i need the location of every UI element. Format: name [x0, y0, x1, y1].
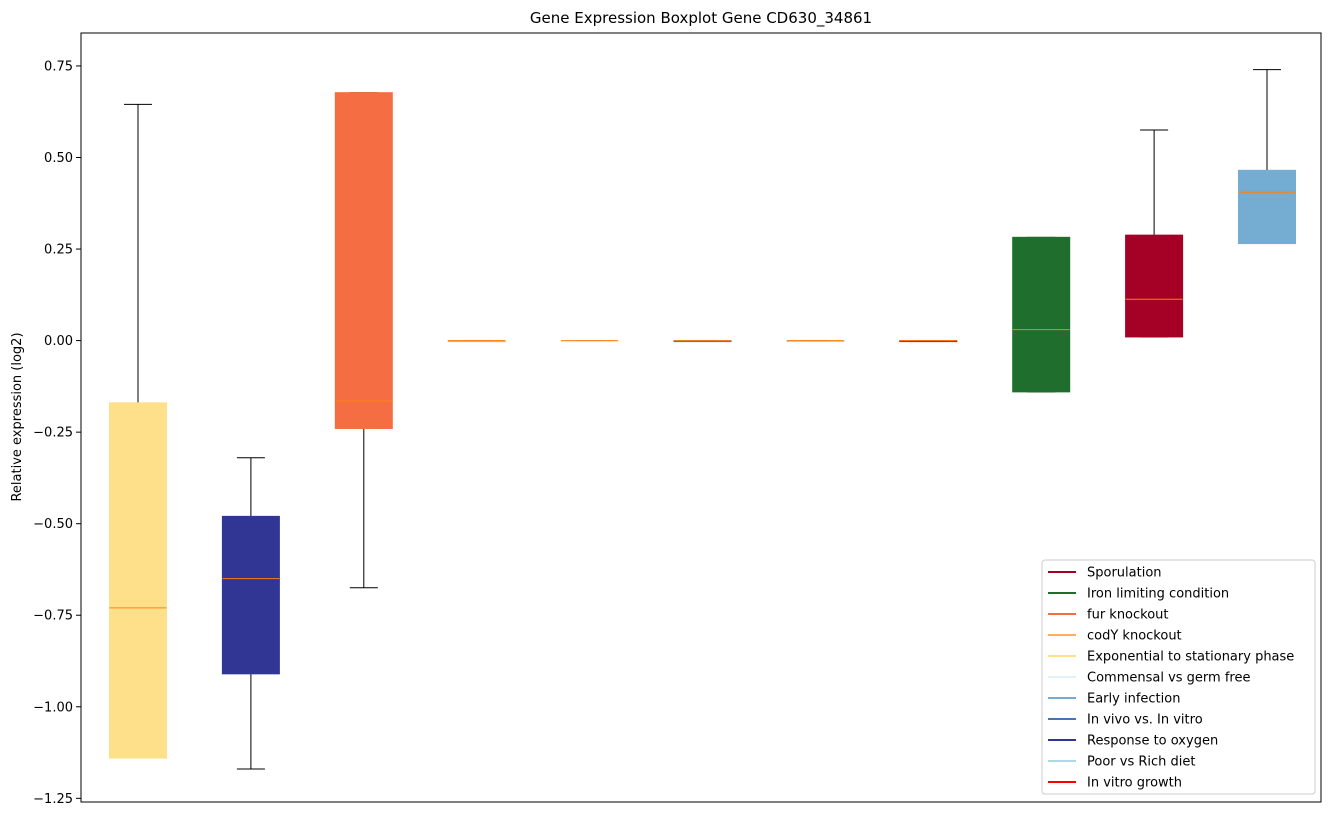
box-8	[899, 340, 958, 343]
box-4	[447, 340, 506, 343]
legend-label: In vivo vs. In vitro	[1087, 713, 1203, 728]
legend: Sporulation Iron limiting condition fur kn…	[1041, 559, 1316, 795]
legend-entry: Poor vs Rich diet	[1048, 755, 1195, 770]
chart-title: Gene Expression Boxplot Gene CD630_34861	[530, 9, 872, 28]
y-tick-label: −1.25	[33, 792, 73, 807]
legend-entry: Early infection	[1048, 692, 1180, 707]
legend-entry: fur knockout	[1048, 608, 1169, 623]
boxes-layer	[109, 69, 1296, 770]
box-body	[1125, 234, 1184, 338]
legend-frame	[1041, 559, 1316, 795]
y-tick-label: 0.50	[44, 151, 73, 166]
legend-entry: codY knockout	[1048, 629, 1182, 644]
y-tick-label: −0.25	[33, 426, 73, 441]
legend-entry: Iron limiting condition	[1048, 587, 1229, 602]
legend-label: Early infection	[1087, 692, 1180, 707]
box-body	[1012, 236, 1071, 393]
legend-label: Response to oxygen	[1087, 734, 1218, 749]
legend-label: Poor vs Rich diet	[1087, 755, 1195, 770]
box-2	[221, 457, 280, 770]
plot-area-frame	[80, 32, 1322, 803]
legend-label: Exponential to stationary phase	[1087, 650, 1294, 665]
y-tick-label: −0.50	[33, 517, 73, 532]
legend-entry: Exponential to stationary phase	[1048, 650, 1294, 665]
box-11	[1238, 69, 1296, 245]
y-tick-label: −0.75	[33, 609, 73, 624]
box-body	[109, 402, 167, 759]
legend-label: Commensal vs germ free	[1087, 671, 1250, 686]
legend-items: Sporulation Iron limiting condition fur kn…	[1048, 566, 1294, 791]
box-1	[109, 103, 167, 759]
y-tick-label: 0.75	[44, 59, 73, 74]
legend-entry: Commensal vs germ free	[1048, 671, 1250, 686]
legend-entry: Response to oxygen	[1048, 734, 1218, 749]
y-tick-label: −1.00	[33, 700, 73, 715]
box-5	[560, 340, 619, 343]
y-axis: 0.75 0.50 0.25 0.00 −0.25 −0.50 −0.75 −1.00 −1.2…	[33, 59, 81, 807]
legend-label: Sporulation	[1087, 566, 1162, 581]
legend-label: In vitro growth	[1087, 776, 1182, 791]
y-tick-label: 0.00	[44, 334, 73, 349]
box-9	[1012, 236, 1071, 393]
legend-label: Iron limiting condition	[1087, 587, 1229, 602]
box-body	[1238, 169, 1296, 245]
box-body	[334, 92, 393, 429]
y-axis-label: Relative expression (log2)	[10, 332, 25, 501]
legend-entry: In vivo vs. In vitro	[1048, 713, 1203, 728]
box-7	[786, 340, 845, 343]
y-tick-label: 0.25	[44, 243, 73, 258]
legend-label: fur knockout	[1087, 608, 1169, 623]
legend-entry: Sporulation	[1048, 566, 1162, 581]
legend-label: codY knockout	[1087, 629, 1182, 644]
legend-entry: In vitro growth	[1048, 776, 1182, 791]
box-10	[1125, 129, 1184, 338]
box-6	[673, 340, 732, 343]
box-body	[221, 515, 280, 675]
box-3	[334, 92, 393, 589]
